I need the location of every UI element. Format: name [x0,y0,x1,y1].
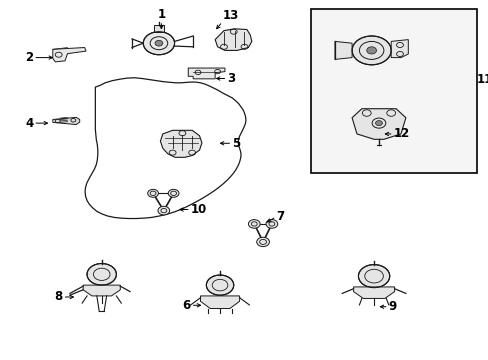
Circle shape [248,220,260,228]
Text: 6: 6 [182,299,190,312]
Circle shape [155,40,163,46]
Polygon shape [200,296,239,309]
Text: 4: 4 [25,117,33,130]
Circle shape [206,275,233,295]
Polygon shape [390,40,407,58]
Circle shape [265,220,277,228]
Text: 12: 12 [393,127,409,140]
Text: 3: 3 [227,72,235,85]
Text: 5: 5 [232,137,240,150]
Circle shape [366,47,376,54]
Text: 10: 10 [190,203,206,216]
Circle shape [351,36,390,65]
Circle shape [375,121,382,126]
Circle shape [143,32,174,55]
Circle shape [256,237,269,247]
Text: 1: 1 [157,8,165,21]
Polygon shape [188,68,224,79]
Text: 7: 7 [276,210,284,223]
Polygon shape [334,41,351,59]
Circle shape [158,206,169,215]
Text: 9: 9 [388,300,396,313]
Text: 2: 2 [25,51,33,64]
Text: 13: 13 [222,9,238,22]
Polygon shape [215,29,251,50]
Circle shape [358,265,389,288]
Polygon shape [160,130,202,157]
Polygon shape [83,285,120,296]
Polygon shape [53,48,86,62]
Circle shape [87,264,116,285]
Text: 8: 8 [54,291,62,303]
Text: 11: 11 [476,73,488,86]
Polygon shape [353,287,394,298]
Polygon shape [351,109,405,139]
Bar [310,9,476,173]
Circle shape [168,189,179,197]
Circle shape [147,189,158,197]
Polygon shape [154,25,163,32]
Polygon shape [53,117,80,125]
